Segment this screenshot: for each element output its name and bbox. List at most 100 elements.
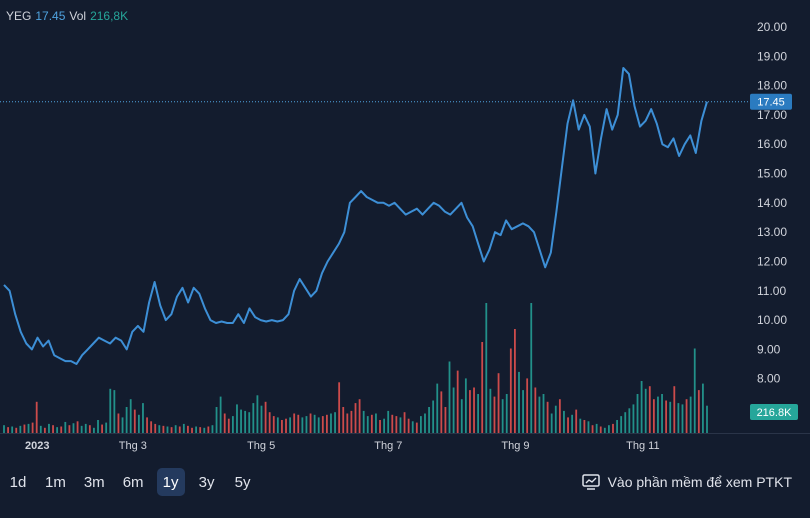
volume-bar — [456, 370, 459, 433]
volume-bar — [215, 407, 218, 433]
volume-bar — [579, 418, 582, 433]
volume-bar — [616, 420, 618, 433]
y-tick-label: 11.00 — [757, 284, 786, 298]
volume-bar — [350, 410, 353, 433]
y-tick-label: 19.00 — [757, 49, 787, 63]
volume-bar — [428, 407, 430, 433]
volume-bar — [187, 425, 189, 433]
open-ta-link[interactable]: Vào phần mềm để xem PTKT — [581, 474, 792, 490]
volume-bar — [11, 426, 14, 433]
y-tick-label: 17.00 — [757, 108, 787, 122]
volume-bar — [203, 427, 206, 433]
volume-bar — [706, 405, 708, 433]
volume-bar — [248, 412, 251, 433]
volume-bar — [227, 418, 230, 433]
volume-bar — [362, 410, 365, 433]
volume-bar — [325, 414, 328, 433]
volume-bar — [546, 401, 549, 433]
volume-bar — [514, 329, 516, 433]
volume-bar — [174, 425, 177, 433]
volume-bar — [681, 404, 684, 433]
volume-bar — [334, 412, 336, 433]
volume-bar — [39, 425, 42, 433]
volume-bar — [256, 395, 259, 433]
price-tag: 17.45 — [750, 93, 792, 110]
volume-bar — [469, 390, 471, 433]
volume-bar — [129, 399, 132, 433]
volume-bar — [19, 425, 22, 433]
range-button-3m[interactable]: 3m — [83, 473, 105, 491]
volume-bar — [648, 386, 651, 433]
range-button-5y[interactable]: 5y — [234, 473, 251, 491]
open-ta-label: Vào phần mềm để xem PTKT — [607, 474, 792, 490]
volume-bar — [358, 399, 361, 433]
x-axis: 2023 Thg 3 Thg 5 Thg 7 Thg 9 Thg 11 — [0, 433, 810, 452]
volume-bar — [391, 414, 394, 433]
volume-bar — [440, 391, 443, 433]
volume-bar — [305, 416, 308, 433]
volume-bar — [534, 387, 537, 433]
volume-bar — [268, 412, 271, 433]
volume-bar — [411, 421, 414, 433]
x-tick-label: Thg 5 — [247, 440, 275, 452]
y-tick-label: 20.00 — [757, 20, 787, 34]
volume-bar — [563, 410, 565, 433]
volume-bar — [219, 396, 222, 433]
volume-bar — [272, 416, 275, 433]
range-button-6m[interactable]: 6m — [122, 473, 144, 491]
volume-bar — [162, 425, 165, 433]
volume-bar — [583, 420, 586, 433]
volume-bar — [636, 394, 639, 433]
volume-bar — [264, 401, 267, 433]
volume-bar — [493, 396, 496, 433]
volume-bar — [415, 422, 418, 433]
volume-bar — [23, 424, 26, 433]
volume-bar — [97, 420, 99, 433]
volume-bar — [702, 383, 704, 433]
price-chart[interactable]: 8.00 9.00 10.00 11.00 12.00 13.00 14.00 15.00 16… — [0, 0, 810, 460]
volume-bar — [195, 426, 197, 433]
volume-bar — [293, 413, 296, 433]
volume-bar — [191, 427, 193, 433]
volume-bar — [281, 420, 283, 433]
volume-bar — [436, 383, 439, 433]
volume-bar — [473, 387, 475, 433]
volume-bar — [673, 386, 676, 433]
volume-bar — [542, 394, 545, 433]
volume-bar — [575, 409, 578, 433]
volume-bar — [252, 403, 255, 433]
volume-bars — [3, 303, 708, 433]
y-tick-label: 18.00 — [757, 79, 787, 93]
volume-bar — [399, 417, 402, 433]
volume-bar — [657, 396, 659, 433]
range-button-1m[interactable]: 1m — [45, 473, 66, 491]
volume-bar — [68, 425, 71, 433]
volume-bar — [285, 418, 287, 433]
volume-bar — [366, 416, 369, 433]
y-tick-label: 10.00 — [757, 313, 787, 327]
volume-bar — [395, 416, 398, 433]
x-tick-label: 2023 — [25, 440, 49, 452]
y-tick-label: 14.00 — [757, 196, 787, 210]
volume-tag: 216.8K — [750, 404, 798, 420]
volume-bar — [481, 342, 484, 433]
volume-bar — [117, 413, 120, 433]
range-button-1d[interactable]: 1d — [9, 473, 27, 491]
y-tick-label: 9.00 — [757, 342, 781, 356]
volume-bar — [109, 388, 112, 433]
volume-bar — [80, 425, 83, 433]
volume-bar — [354, 403, 357, 433]
volume-bar — [101, 424, 103, 433]
volume-bar — [52, 425, 54, 433]
volume-bar — [595, 423, 598, 433]
range-button-3y[interactable]: 3y — [198, 473, 215, 491]
volume-bar — [632, 404, 635, 433]
volume-bar — [370, 414, 373, 433]
volume-bar — [27, 423, 30, 433]
volume-bar — [530, 303, 533, 433]
volume-bar — [677, 403, 680, 433]
volume-bar — [432, 400, 435, 433]
range-button-1y[interactable]: 1y — [156, 468, 185, 496]
x-tick-label: Thg 11 — [626, 440, 659, 452]
volume-bar — [518, 371, 520, 433]
